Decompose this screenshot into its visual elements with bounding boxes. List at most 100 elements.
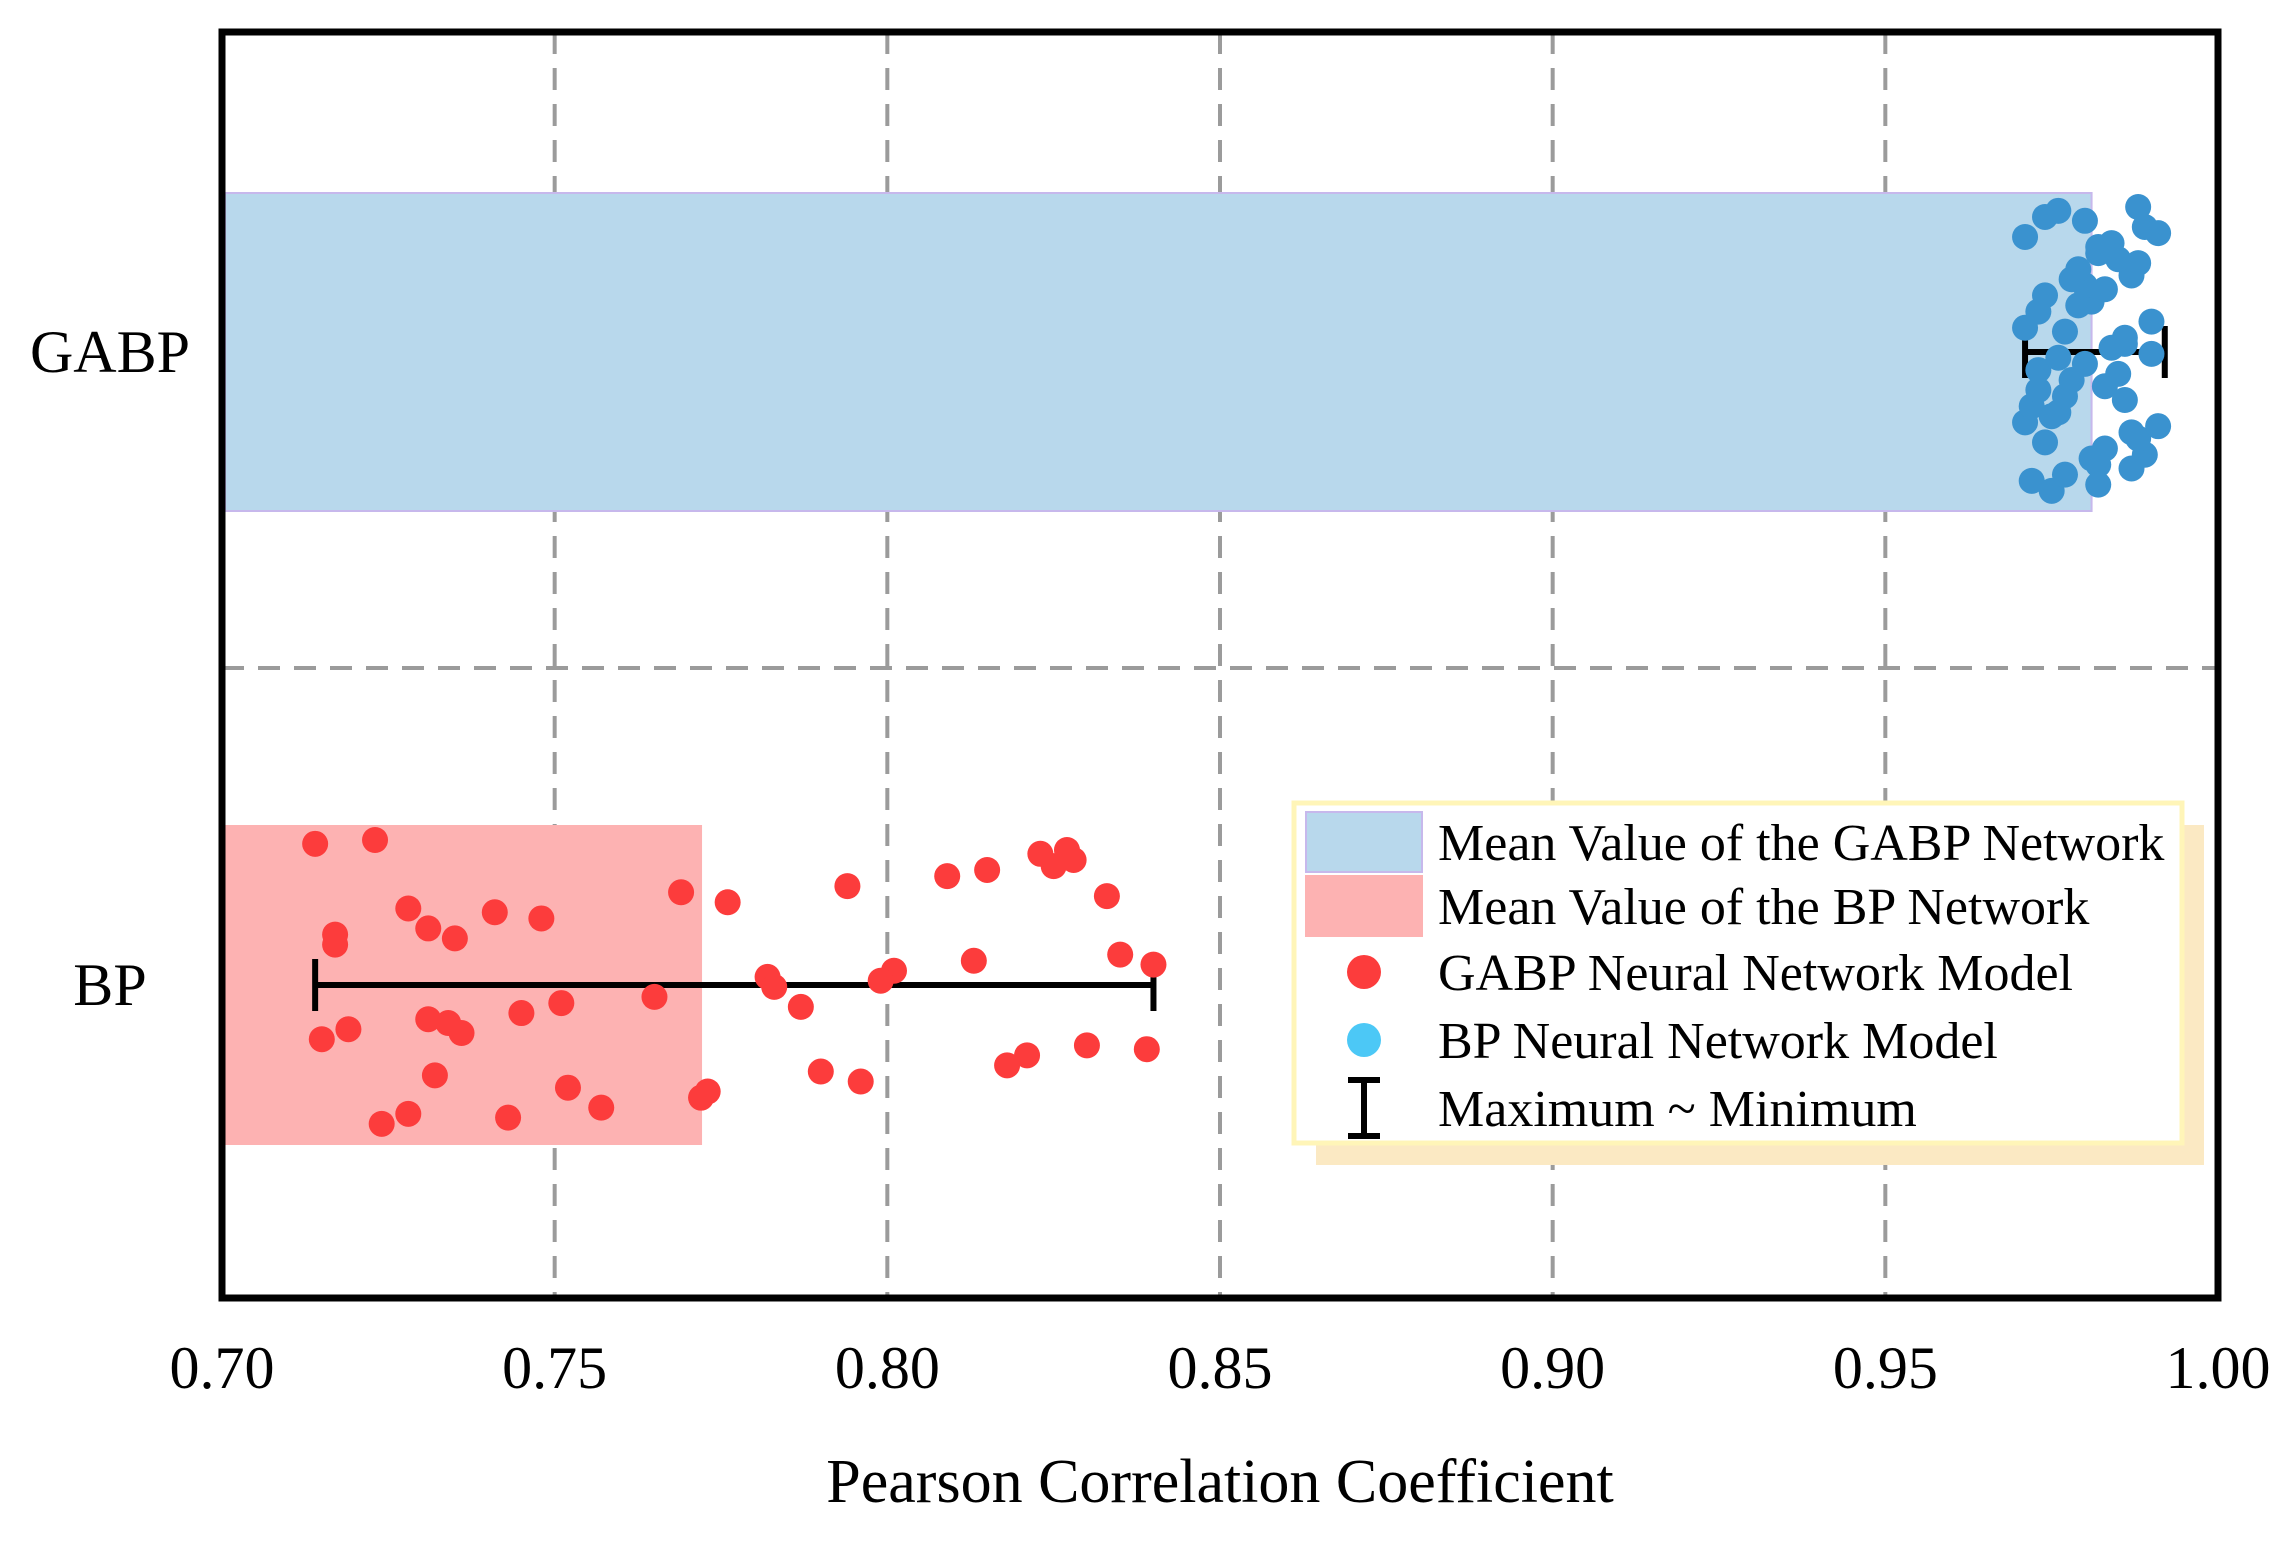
point-bp <box>322 931 349 958</box>
legend-entry: Mean Value of the BP Network <box>1305 875 2089 937</box>
point-gabp <box>2025 357 2052 384</box>
point-bp <box>761 973 788 1000</box>
point-bp <box>847 1068 874 1095</box>
point-bp <box>421 1062 448 1089</box>
point-bp <box>481 899 508 926</box>
point-bp <box>807 1058 834 1085</box>
point-bp <box>641 983 668 1010</box>
legend-entry: Maximum ~ Minimum <box>1348 1077 1917 1139</box>
point-gabp <box>2032 429 2059 456</box>
point-bp <box>1073 1032 1100 1059</box>
point-bp <box>395 1100 422 1127</box>
point-bp <box>1027 840 1054 867</box>
y-tick-labels: GABP BP <box>30 319 190 1018</box>
legend-marker <box>1347 1023 1381 1057</box>
legend-label: BP Neural Network Model <box>1438 1013 1998 1070</box>
point-gabp <box>2145 413 2172 440</box>
point-gabp <box>2045 197 2072 224</box>
point-bp <box>548 990 575 1017</box>
point-gabp <box>2051 461 2078 488</box>
point-bp <box>448 1020 475 1047</box>
point-gabp <box>2071 207 2098 234</box>
point-bp <box>508 1000 535 1027</box>
point-bp <box>960 947 987 974</box>
point-bp <box>395 895 422 922</box>
x-tick-label: 0.85 <box>1168 1335 1273 1401</box>
point-gabp <box>2085 471 2112 498</box>
point-gabp <box>2138 340 2165 367</box>
legend-box <box>1291 800 2185 1146</box>
x-tick-labels: 0.70 0.75 0.80 0.85 0.90 0.95 1.00 <box>170 1335 2271 1401</box>
scatter-points <box>302 194 2172 1137</box>
point-bp <box>867 967 894 994</box>
plot-frame <box>218 28 2222 1302</box>
point-gabp <box>2078 445 2105 472</box>
point-bp <box>368 1110 395 1137</box>
x-tick-label: 0.80 <box>835 1335 940 1401</box>
point-gabp <box>2032 282 2059 309</box>
point-bp <box>974 856 1001 883</box>
x-tick-label: 1.00 <box>2166 1335 2271 1401</box>
point-gabp <box>2125 194 2152 220</box>
y-tick-label: BP <box>73 952 146 1018</box>
legend-label: Mean Value of the GABP Network <box>1438 815 2164 872</box>
point-bp <box>1060 846 1087 873</box>
legend-marker <box>1347 955 1381 989</box>
x-axis-label: Pearson Correlation Coefficient <box>826 1448 1613 1516</box>
point-bp <box>554 1074 581 1101</box>
point-bp <box>834 873 861 900</box>
point-bp <box>994 1052 1021 1079</box>
point-gabp <box>2131 213 2158 240</box>
point-bp <box>362 827 389 853</box>
point-gabp <box>2058 266 2085 293</box>
point-bp <box>415 1006 442 1033</box>
point-gabp <box>2105 360 2132 387</box>
x-tick-label: 0.70 <box>170 1335 275 1401</box>
point-bp <box>714 889 741 916</box>
point-bp <box>1107 941 1134 968</box>
legend: Mean Value of the GABP Network Mean Value… <box>1291 800 2204 1165</box>
point-gabp <box>2012 223 2039 250</box>
point-bp <box>588 1094 615 1121</box>
point-gabp <box>2091 276 2118 303</box>
bars <box>224 192 2093 1145</box>
point-bp <box>1093 883 1120 910</box>
legend-entry: GABP Neural Network Model <box>1347 945 2073 1002</box>
point-bp <box>415 915 442 942</box>
bar-gabp <box>224 192 2093 512</box>
point-gabp <box>2025 377 2052 404</box>
point-bp <box>694 1078 721 1105</box>
point-gabp <box>2098 334 2125 361</box>
point-bp <box>1140 951 1167 978</box>
point-gabp <box>2118 455 2145 482</box>
point-bp <box>335 1016 362 1043</box>
point-gabp <box>2065 292 2092 319</box>
point-gabp <box>2125 250 2152 277</box>
point-gabp <box>2018 467 2045 494</box>
point-gabp <box>2051 318 2078 345</box>
legend-entry: Mean Value of the GABP Network <box>1305 811 2164 873</box>
x-tick-label: 0.90 <box>1500 1335 1605 1401</box>
legend-label: GABP Neural Network Model <box>1438 945 2073 1002</box>
x-tick-label: 0.95 <box>1833 1335 1938 1401</box>
point-bp <box>495 1104 522 1131</box>
y-tick-label: GABP <box>30 319 190 385</box>
legend-entry: BP Neural Network Model <box>1347 1013 1998 1070</box>
point-bp <box>441 925 468 952</box>
point-gabp <box>2111 387 2138 414</box>
legend-swatch <box>1305 811 1423 873</box>
point-gabp <box>2071 350 2098 377</box>
point-gabp <box>2085 233 2112 260</box>
point-bp <box>308 1026 335 1053</box>
point-bp <box>668 879 695 906</box>
point-gabp <box>2038 403 2065 430</box>
x-tick-label: 0.75 <box>502 1335 607 1401</box>
point-bp <box>787 993 814 1020</box>
point-bp <box>528 905 555 932</box>
legend-label: Mean Value of the BP Network <box>1438 879 2089 936</box>
point-bp <box>934 863 961 890</box>
point-gabp <box>2118 419 2145 446</box>
point-gabp <box>2045 344 2072 371</box>
point-bp <box>1014 1042 1041 1069</box>
